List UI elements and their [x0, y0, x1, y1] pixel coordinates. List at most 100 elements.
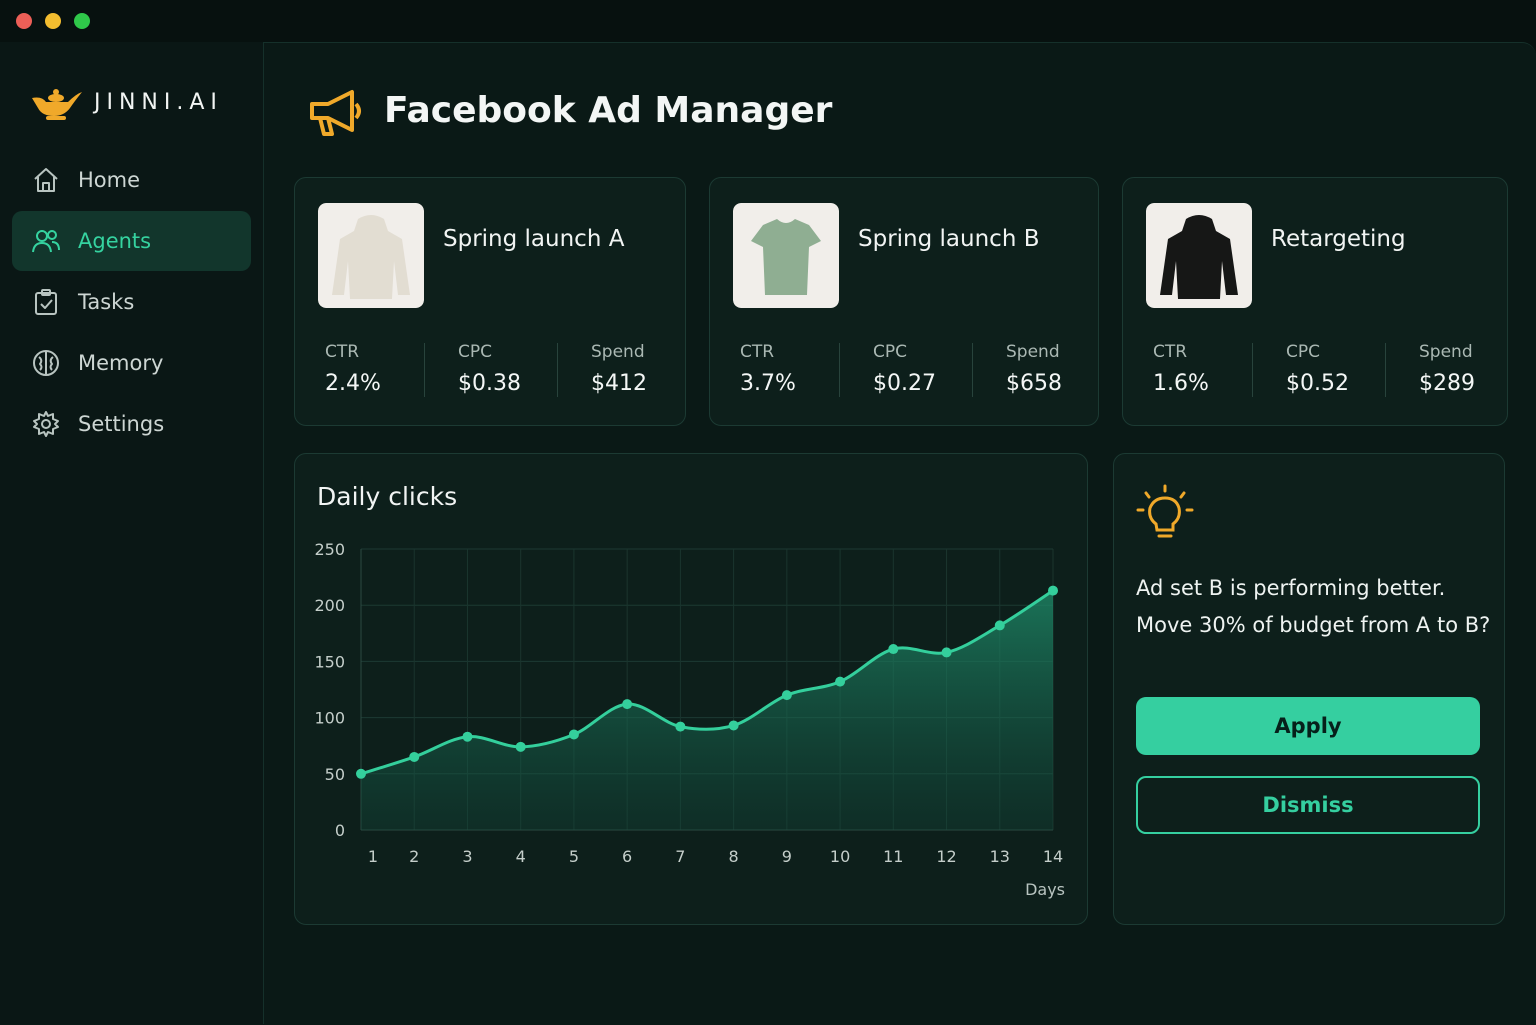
apply-button[interactable]: Apply [1136, 697, 1480, 755]
metric-label: CPC [873, 342, 907, 362]
lightbulb-icon [1136, 484, 1194, 538]
chart-title: Daily clicks [317, 482, 457, 511]
nav-icon [34, 168, 58, 192]
nav-icon [35, 289, 57, 315]
metric-label: CPC [458, 342, 492, 362]
lamp-logo [32, 89, 82, 120]
y-tick-label: 150 [314, 652, 345, 671]
product-thumbnail [733, 203, 839, 308]
campaign-name: Spring launch B [858, 226, 1040, 252]
y-tick-label: 100 [314, 709, 345, 728]
metric-separator [424, 343, 425, 397]
y-tick-label: 200 [314, 596, 345, 615]
campaign-name: Spring launch A [443, 226, 625, 252]
close-button[interactable] [16, 13, 32, 29]
x-tick-label: 8 [729, 847, 739, 866]
data-point [994, 620, 1005, 631]
metric-separator [839, 343, 840, 397]
x-tick-label: 3 [462, 847, 472, 866]
metric-separator [557, 343, 558, 397]
data-point [728, 720, 739, 731]
sidebar [0, 42, 264, 1024]
campaign-name: Retargeting [1271, 226, 1406, 252]
data-point [675, 721, 686, 732]
page-title: Facebook Ad Manager [384, 90, 833, 131]
minimize-button[interactable] [45, 13, 61, 29]
nav-label: Agents [78, 229, 152, 253]
metric-value: $0.38 [458, 371, 521, 396]
metric-value: $289 [1419, 371, 1475, 396]
metric-value: $412 [591, 371, 647, 396]
x-tick-label: 13 [990, 847, 1010, 866]
data-point [1048, 585, 1058, 596]
metric-label: Spend [591, 342, 645, 362]
nav-item[interactable]: Memory [12, 333, 251, 393]
metric-value: 3.7% [740, 371, 796, 396]
area [361, 590, 1053, 830]
nav-item[interactable]: Settings [12, 394, 251, 454]
metric-separator [1385, 343, 1386, 397]
maximize-button[interactable] [74, 13, 90, 29]
metric-value: $0.27 [873, 371, 936, 396]
metric-value: 1.6% [1153, 371, 1209, 396]
data-point [356, 768, 366, 779]
x-tick-label: 6 [622, 847, 632, 866]
nav-label: Home [78, 168, 141, 192]
x-tick-label: 14 [1043, 847, 1063, 866]
x-tick-label: 2 [409, 847, 419, 866]
suggestion-text: Ad set B is performing better. Move 30% … [1136, 570, 1490, 644]
brand-name: JINNI.AI [94, 90, 223, 115]
nav-icon [32, 230, 60, 253]
x-tick-label: 11 [883, 847, 903, 866]
metric-label: CPC [1286, 342, 1320, 362]
x-tick-label: 12 [936, 847, 956, 866]
metric-label: CTR [740, 342, 775, 362]
x-tick-label: 1 [368, 847, 378, 866]
x-tick-label: 7 [675, 847, 685, 866]
nav-label: Memory [78, 351, 164, 375]
x-tick-label: 9 [782, 847, 792, 866]
metric-separator [1252, 343, 1253, 397]
data-point [622, 699, 633, 710]
metric-value: $0.52 [1286, 371, 1349, 396]
product-thumbnail [1146, 203, 1252, 308]
y-tick-label: 250 [314, 540, 345, 559]
data-point [835, 676, 846, 687]
nav-icon [33, 350, 59, 376]
suggestion-line: Move 30% of budget from A to B? [1136, 613, 1491, 637]
x-tick-label: 5 [569, 847, 579, 866]
data-point [568, 729, 579, 740]
suggestion-line: Ad set B is performing better. [1136, 576, 1446, 600]
metric-label: Spend [1006, 342, 1060, 362]
metric-label: CTR [1153, 342, 1188, 362]
metric-separator [972, 343, 973, 397]
y-tick-label: 50 [325, 765, 345, 784]
nav-label: Settings [78, 412, 165, 436]
nav-icon [33, 411, 59, 437]
data-point [462, 731, 473, 742]
data-point [781, 690, 792, 701]
suggestion-card [1113, 453, 1505, 925]
y-tick-label: 0 [335, 821, 345, 840]
dismiss-button[interactable]: Dismiss [1136, 776, 1480, 834]
metric-value: 2.4% [325, 371, 381, 396]
x-tick-label: 4 [516, 847, 526, 866]
data-point [409, 751, 420, 762]
nav-item[interactable]: Home [12, 150, 251, 210]
nav-label: Tasks [78, 290, 135, 314]
nav-item[interactable]: Tasks [12, 272, 251, 332]
metric-label: Spend [1419, 342, 1473, 362]
data-point [941, 647, 952, 658]
x-axis-label: Days [1025, 880, 1065, 899]
megaphone-icon [310, 90, 361, 136]
data-point [888, 644, 899, 655]
data-point [515, 741, 526, 752]
x-tick-label: 10 [830, 847, 850, 866]
product-thumbnail [318, 203, 424, 308]
line [360, 589, 1054, 776]
nav-item[interactable]: Agents [12, 211, 251, 271]
metric-value: $658 [1006, 371, 1062, 396]
metric-label: CTR [325, 342, 360, 362]
